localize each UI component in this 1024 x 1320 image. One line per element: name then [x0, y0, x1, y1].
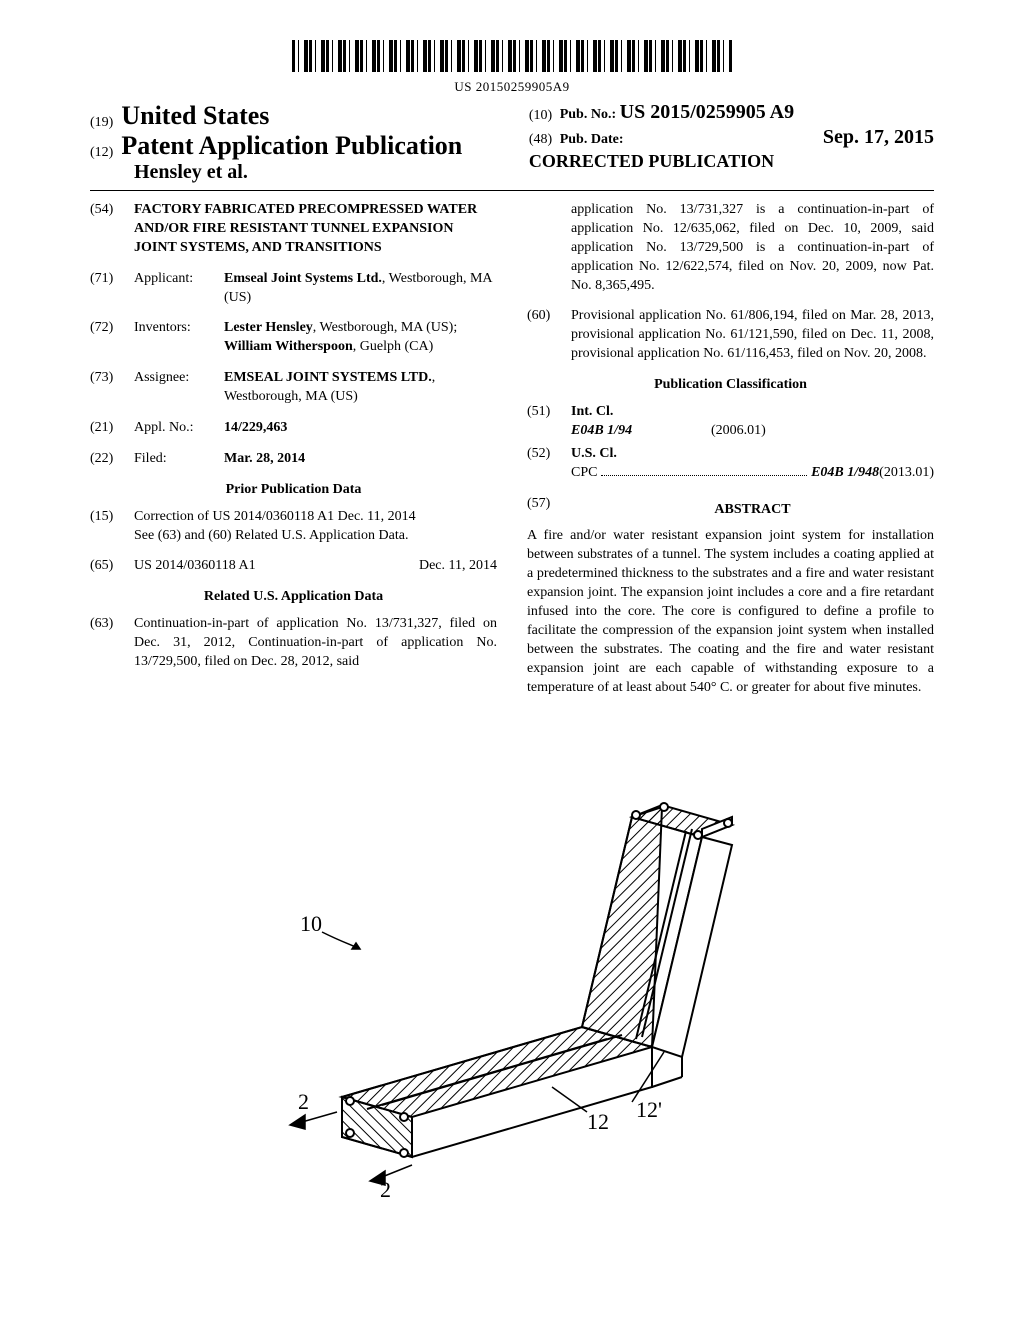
figure-ref-12p: 12' — [636, 1097, 662, 1122]
cpc-class: E04B 1/948 — [811, 464, 879, 483]
cpc-dots — [601, 475, 807, 476]
assignee-label: Assignee: — [134, 369, 224, 407]
figure-ref-2b: 2 — [380, 1177, 391, 1197]
filed-value: Mar. 28, 2014 — [224, 450, 497, 469]
authors-line: Hensley et al. — [134, 161, 512, 184]
country-name: United States — [121, 101, 269, 130]
field-71-code: (71) — [90, 270, 134, 308]
figure-ref-12: 12 — [587, 1109, 609, 1134]
field-60-code: (60) — [527, 307, 571, 364]
doc-type-code: (12) — [90, 145, 113, 161]
figure-ref-10: 10 — [300, 911, 322, 936]
right-column: application No. 13/731,327 is a continua… — [527, 201, 934, 697]
inventor-1-name: Lester Hensley — [224, 320, 313, 335]
field-65-date: Dec. 11, 2014 — [419, 557, 497, 576]
intcl-date: (2006.01) — [711, 422, 766, 441]
patent-figure: 10 12 12' 2 2 — [90, 717, 934, 1197]
field-65-num: US 2014/0360118 A1 — [134, 557, 419, 576]
prior-pub-title: Prior Publication Data — [90, 481, 497, 500]
doc-type: Patent Application Publication — [121, 131, 462, 160]
field-52-code: (52) — [527, 445, 571, 483]
cpc-prefix: CPC — [571, 464, 597, 483]
related-data-title: Related U.S. Application Data — [90, 588, 497, 607]
inventors-label: Inventors: — [134, 319, 224, 357]
field-63-code: (63) — [90, 615, 134, 672]
pubnum-code: (10) — [529, 108, 552, 124]
field-15-body: Correction of US 2014/0360118 A1 Dec. 11… — [134, 508, 497, 546]
applicant-name: Emseal Joint Systems Ltd. — [224, 271, 382, 286]
invention-title: FACTORY FABRICATED PRECOMPRESSED WATER A… — [134, 201, 497, 258]
abstract-title: ABSTRACT — [571, 501, 934, 520]
pubdate-value: Sep. 17, 2015 — [823, 126, 934, 149]
field-22-code: (22) — [90, 450, 134, 469]
assignee-name: EMSEAL JOINT SYSTEMS LTD. — [224, 370, 432, 385]
field-65-code: (65) — [90, 557, 134, 576]
continuation-text: application No. 13/731,327 is a continua… — [571, 201, 934, 295]
field-21-code: (21) — [90, 419, 134, 438]
applicant-label: Applicant: — [134, 270, 224, 308]
pubnum-value: US 2015/0259905 A9 — [620, 101, 794, 123]
figure-svg: 10 12 12' 2 2 — [232, 717, 792, 1197]
uscl-label: U.S. Cl. — [571, 445, 934, 464]
field-15-line1: Correction of US 2014/0360118 A1 Dec. 11… — [134, 508, 497, 527]
barcode-block: US 20150259905A9 — [90, 40, 934, 95]
field-15-line2: See (63) and (60) Related U.S. Applicati… — [134, 527, 497, 546]
patent-header: (19) United States (12) Patent Applicati… — [90, 101, 934, 191]
field-15-code: (15) — [90, 508, 134, 546]
pubnum-label: Pub. No.: — [560, 107, 616, 122]
field-54-code: (54) — [90, 201, 134, 258]
corrected-publication: CORRECTED PUBLICATION — [529, 151, 934, 172]
country-code: (19) — [90, 115, 113, 131]
field-57-code: (57) — [527, 495, 571, 526]
left-column: (54) FACTORY FABRICATED PRECOMPRESSED WA… — [90, 201, 497, 697]
applno-value: 14/229,463 — [224, 419, 497, 438]
assignee-value: EMSEAL JOINT SYSTEMS LTD., Westborough, … — [224, 369, 497, 407]
inventor-1-loc: , Westborough, MA (US); — [313, 320, 457, 335]
publication-classification-title: Publication Classification — [527, 376, 934, 395]
applno-label: Appl. No.: — [134, 419, 224, 438]
pubdate-code: (48) — [529, 132, 552, 148]
cpc-date: (2013.01) — [879, 464, 934, 483]
intcl-label: Int. Cl. — [571, 403, 934, 422]
inventor-2-loc: , Guelph (CA) — [353, 339, 434, 354]
pubdate-label: Pub. Date: — [560, 132, 624, 147]
field-72-code: (72) — [90, 319, 134, 357]
barcode-number: US 20150259905A9 — [90, 79, 934, 95]
abstract-text: A fire and/or water resistant expansion … — [527, 527, 934, 697]
field-63-body: Continuation-in-part of application No. … — [134, 615, 497, 672]
figure-ref-2a: 2 — [298, 1089, 309, 1114]
inventor-2-name: William Witherspoon — [224, 339, 353, 354]
field-51-code: (51) — [527, 403, 571, 441]
inventors-value: Lester Hensley, Westborough, MA (US); Wi… — [224, 319, 497, 357]
field-65-body: US 2014/0360118 A1 Dec. 11, 2014 — [134, 557, 497, 576]
field-73-code: (73) — [90, 369, 134, 407]
barcode-graphic — [292, 40, 732, 72]
filed-label: Filed: — [134, 450, 224, 469]
intcl-class: E04B 1/94 — [571, 422, 711, 441]
applicant-value: Emseal Joint Systems Ltd., Westborough, … — [224, 270, 497, 308]
field-60-body: Provisional application No. 61/806,194, … — [571, 307, 934, 364]
